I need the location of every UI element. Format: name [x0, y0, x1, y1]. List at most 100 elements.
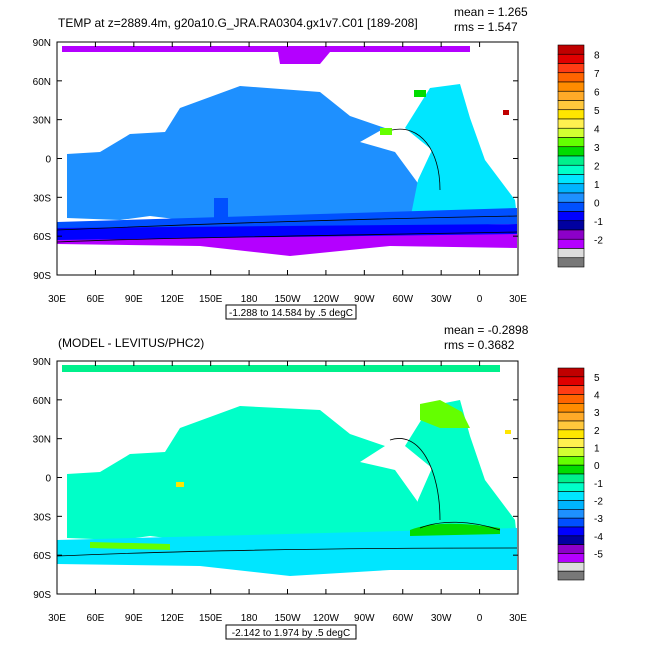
colorbar-label: -4: [594, 532, 603, 543]
x-tick-label: 150E: [199, 613, 223, 624]
panel-top-mean: mean = 1.265: [454, 5, 528, 19]
y-tick-label: 60S: [33, 551, 51, 562]
panel-top-title: TEMP at z=2889.4m, g20a10.G_JRA.RA0304.g…: [58, 16, 418, 30]
colorbar-swatch: [557, 248, 585, 259]
x-tick-label: 180: [241, 613, 258, 624]
x-tick-label: 90E: [125, 613, 143, 624]
x-tick-label: 180: [241, 294, 258, 305]
x-tick-label: 150E: [199, 294, 223, 305]
colorbar-swatch: [557, 544, 585, 554]
panel-top: TEMP at z=2889.4m, g20a10.G_JRA.RA0304.g…: [33, 5, 603, 320]
colorbar-swatch: [557, 90, 585, 101]
x-tick-label: 30E: [48, 613, 66, 624]
x-tick-label: 120E: [161, 294, 185, 305]
x-tick-label: 90W: [354, 294, 375, 305]
panel-bottom-x-ticks: 30E 60E 90E 120E 150E 180 150W 120W 90W 60W 30W 0 30…: [48, 361, 527, 624]
y-tick-label: 30S: [33, 193, 51, 204]
y-tick-label: 30S: [33, 512, 51, 523]
colorbar-label: 6: [594, 87, 600, 98]
colorbar-label: 3: [594, 408, 600, 419]
y-tick-label: 90S: [33, 590, 51, 601]
colorbar-swatch: [557, 403, 585, 413]
panel-bottom-colorbar: 5 4 3 2 1 0 -1 -2 -3 -4 -5: [557, 367, 603, 581]
colorbar-swatch: [557, 535, 585, 545]
colorbar-swatch: [557, 174, 585, 185]
y-tick-label: 30N: [33, 116, 51, 127]
colorbar-swatch: [557, 53, 585, 64]
colorbar-swatch: [557, 109, 585, 120]
x-tick-label: 30W: [431, 613, 452, 624]
colorbar-swatch: [557, 127, 585, 138]
colorbar-swatch: [557, 420, 585, 431]
x-tick-label: 30E: [509, 613, 527, 624]
colorbar-swatch: [557, 491, 585, 501]
panel-bottom-map: [56, 361, 518, 594]
colorbar-swatch: [557, 229, 585, 240]
colorbar-swatch: [557, 500, 585, 510]
panel-bottom-mean: mean = -0.2898: [444, 323, 529, 337]
panel-bottom-y-ticks: 90N 60N 30N 0 30S 60S 90S: [33, 357, 518, 601]
colorbar-swatch: [557, 562, 585, 572]
colorbar-swatch: [557, 482, 585, 492]
panel-top-map: [56, 42, 518, 275]
colorbar-swatch: [557, 146, 585, 157]
colorbar-swatch: [557, 63, 585, 74]
colorbar-swatch: [557, 456, 585, 466]
panel-bottom-range-box: [225, 624, 357, 640]
x-tick-label: 30E: [509, 294, 527, 305]
x-tick-label: 60E: [87, 613, 105, 624]
x-tick-label: 60E: [87, 294, 105, 305]
colorbar-swatch: [557, 429, 585, 439]
colorbar-swatch: [557, 220, 585, 231]
colorbar-swatch: [557, 81, 585, 92]
colorbar-label: 4: [594, 124, 600, 135]
colorbar-swatch: [557, 526, 585, 537]
colorbar-swatch: [557, 517, 585, 528]
x-tick-label: 90E: [125, 294, 143, 305]
colorbar-swatch: [557, 553, 585, 563]
x-tick-label: 90W: [354, 613, 375, 624]
colorbar-swatch: [557, 72, 585, 83]
x-tick-label: 0: [477, 294, 483, 305]
panel-bottom-rms: rms = 0.3682: [444, 338, 515, 352]
panel-top-range-box: [225, 304, 357, 320]
colorbar-swatch: [557, 44, 585, 55]
colorbar-label: 1: [594, 180, 600, 191]
colorbar-label: 8: [594, 50, 600, 61]
colorbar-label: -2: [594, 497, 603, 508]
colorbar-swatch: [557, 183, 585, 194]
y-tick-label: 90N: [33, 357, 51, 368]
y-tick-label: 60N: [33, 396, 51, 407]
colorbar-label: -5: [594, 550, 603, 561]
x-tick-label: 30W: [431, 294, 452, 305]
x-tick-label: 60W: [392, 294, 413, 305]
y-tick-label: 30N: [33, 435, 51, 446]
colorbar-swatch: [557, 376, 585, 386]
colorbar-swatch: [557, 367, 585, 378]
colorbar-label: -1: [594, 479, 603, 490]
x-tick-label: 120E: [161, 613, 185, 624]
panel-top-colorbar: 8 7 6 5 4 3 2 1 0 -1 -2: [557, 44, 603, 268]
y-tick-label: 60N: [33, 77, 51, 88]
x-tick-label: 120W: [313, 294, 340, 305]
colorbar-swatch: [557, 155, 585, 166]
colorbar-label: 0: [594, 461, 600, 472]
panel-top-range-label: -1.288 to 14.584 by .5 degC: [229, 308, 353, 319]
x-tick-label: 60W: [392, 613, 413, 624]
colorbar-label: 1: [594, 444, 600, 455]
colorbar-label: 2: [594, 426, 600, 437]
colorbar-swatch: [557, 464, 585, 475]
y-tick-label: 60S: [33, 232, 51, 243]
colorbar-swatch: [557, 137, 585, 148]
colorbar-swatch: [557, 447, 585, 457]
colorbar-label: 5: [594, 106, 600, 117]
colorbar-swatch: [557, 100, 585, 111]
panel-bottom-title: (MODEL - LEVITUS/PHC2): [58, 336, 204, 350]
y-tick-label: 0: [45, 155, 51, 166]
x-tick-label: 30E: [48, 294, 66, 305]
colorbar-swatch: [557, 438, 585, 448]
colorbar-label: 7: [594, 69, 600, 80]
panel-top-x-ticks: 30E 60E 90E 120E 150E 180 150W 120W 90W 60W 30W 0 30…: [48, 42, 527, 305]
colorbar-swatch: [557, 257, 585, 268]
